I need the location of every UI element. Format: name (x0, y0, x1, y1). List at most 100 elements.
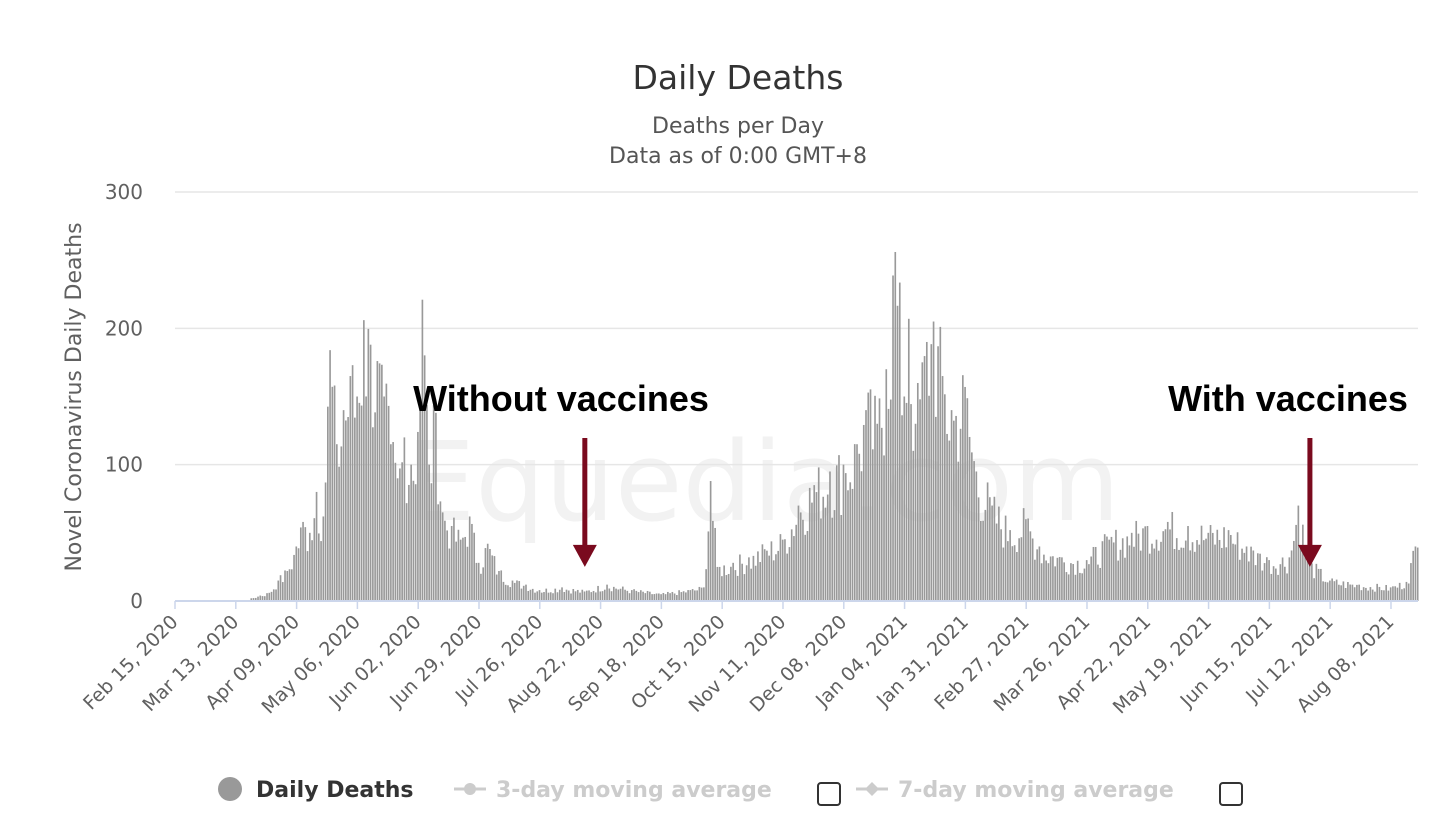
bar (784, 539, 786, 601)
legend-item-daily-deaths[interactable]: Daily Deaths (256, 778, 414, 803)
bar (1092, 546, 1095, 601)
bar (1121, 538, 1124, 601)
bar (1124, 557, 1126, 601)
legend-marker-daily-deaths[interactable] (218, 777, 242, 801)
bar (754, 565, 757, 601)
bar (1403, 588, 1406, 601)
bar (844, 473, 847, 601)
bar (1306, 551, 1309, 601)
bar (390, 444, 392, 601)
bar (570, 593, 572, 601)
bar (894, 251, 897, 602)
bar (565, 589, 568, 601)
legend-marker-7day[interactable] (865, 782, 879, 796)
bar (1401, 589, 1403, 601)
bar (1245, 546, 1248, 601)
bar (1153, 548, 1156, 601)
bar (597, 585, 599, 601)
bar (811, 502, 813, 601)
bar (1342, 581, 1345, 601)
bar (822, 496, 825, 601)
legend-checkbox-3day[interactable] (817, 782, 841, 806)
bar (284, 570, 286, 601)
bar (315, 491, 318, 601)
bar (862, 424, 865, 601)
bar (865, 410, 867, 601)
bar (426, 404, 428, 601)
bar (1313, 578, 1315, 601)
bar (491, 555, 494, 601)
bar (667, 591, 669, 601)
bar (689, 590, 692, 601)
bar (1018, 538, 1020, 601)
bar (394, 462, 397, 601)
bar (1236, 532, 1239, 601)
bar (671, 591, 674, 601)
bar (396, 478, 399, 601)
legend-item-3day-moving-average[interactable]: 3-day moving average (496, 778, 772, 803)
chart-title: Daily Deaths (633, 58, 844, 97)
bar (901, 415, 903, 601)
bar (718, 566, 721, 601)
bar (279, 575, 282, 601)
bar (592, 590, 595, 601)
legend: Daily Deaths 3-day moving average 7-day mo… (218, 777, 1243, 806)
bar (1202, 540, 1205, 601)
bar (779, 534, 782, 601)
bar (1196, 540, 1198, 601)
bar (381, 364, 383, 601)
bar (1412, 550, 1415, 601)
bar (770, 541, 773, 601)
bar (826, 494, 829, 601)
bar (1020, 537, 1023, 601)
bar (1407, 583, 1410, 601)
bar (1097, 564, 1099, 601)
bar (441, 512, 444, 601)
bar (883, 455, 885, 601)
bar (777, 550, 780, 601)
legend-marker-3day[interactable] (464, 783, 476, 795)
bar (1025, 519, 1027, 601)
bar (502, 581, 505, 601)
bar (1266, 557, 1268, 601)
bar (835, 465, 838, 601)
bar (621, 586, 624, 601)
bar (259, 595, 262, 601)
bar (907, 318, 910, 601)
bar (957, 461, 960, 601)
bar (887, 408, 890, 601)
bar (712, 520, 714, 601)
bar (721, 576, 723, 601)
bar (471, 523, 473, 601)
bar (1083, 568, 1086, 601)
legend-item-7day-moving-average[interactable]: 7-day moving average (898, 778, 1174, 803)
bar (1085, 560, 1088, 601)
bar (302, 521, 304, 601)
bar (507, 585, 509, 601)
bar (1340, 585, 1342, 601)
bar (912, 450, 915, 601)
bar (725, 575, 728, 601)
bar (759, 562, 761, 601)
bar (509, 587, 512, 601)
bar (1106, 536, 1108, 601)
bar (408, 484, 410, 601)
bar (313, 518, 316, 601)
bar (1324, 581, 1327, 601)
bar (281, 582, 284, 601)
bar (1308, 562, 1311, 601)
bar (1333, 581, 1336, 601)
annotation-label: With vaccines (1168, 378, 1408, 419)
bar (1261, 570, 1264, 601)
bar (252, 598, 255, 601)
bar (1043, 554, 1045, 601)
bar (858, 453, 861, 601)
bar (790, 529, 793, 601)
bar (743, 574, 746, 601)
bar (1175, 538, 1178, 601)
legend-checkbox-7day[interactable] (1219, 782, 1243, 806)
bar (1293, 540, 1295, 601)
bar (1079, 572, 1081, 601)
bar (583, 591, 586, 601)
bar (534, 592, 536, 601)
